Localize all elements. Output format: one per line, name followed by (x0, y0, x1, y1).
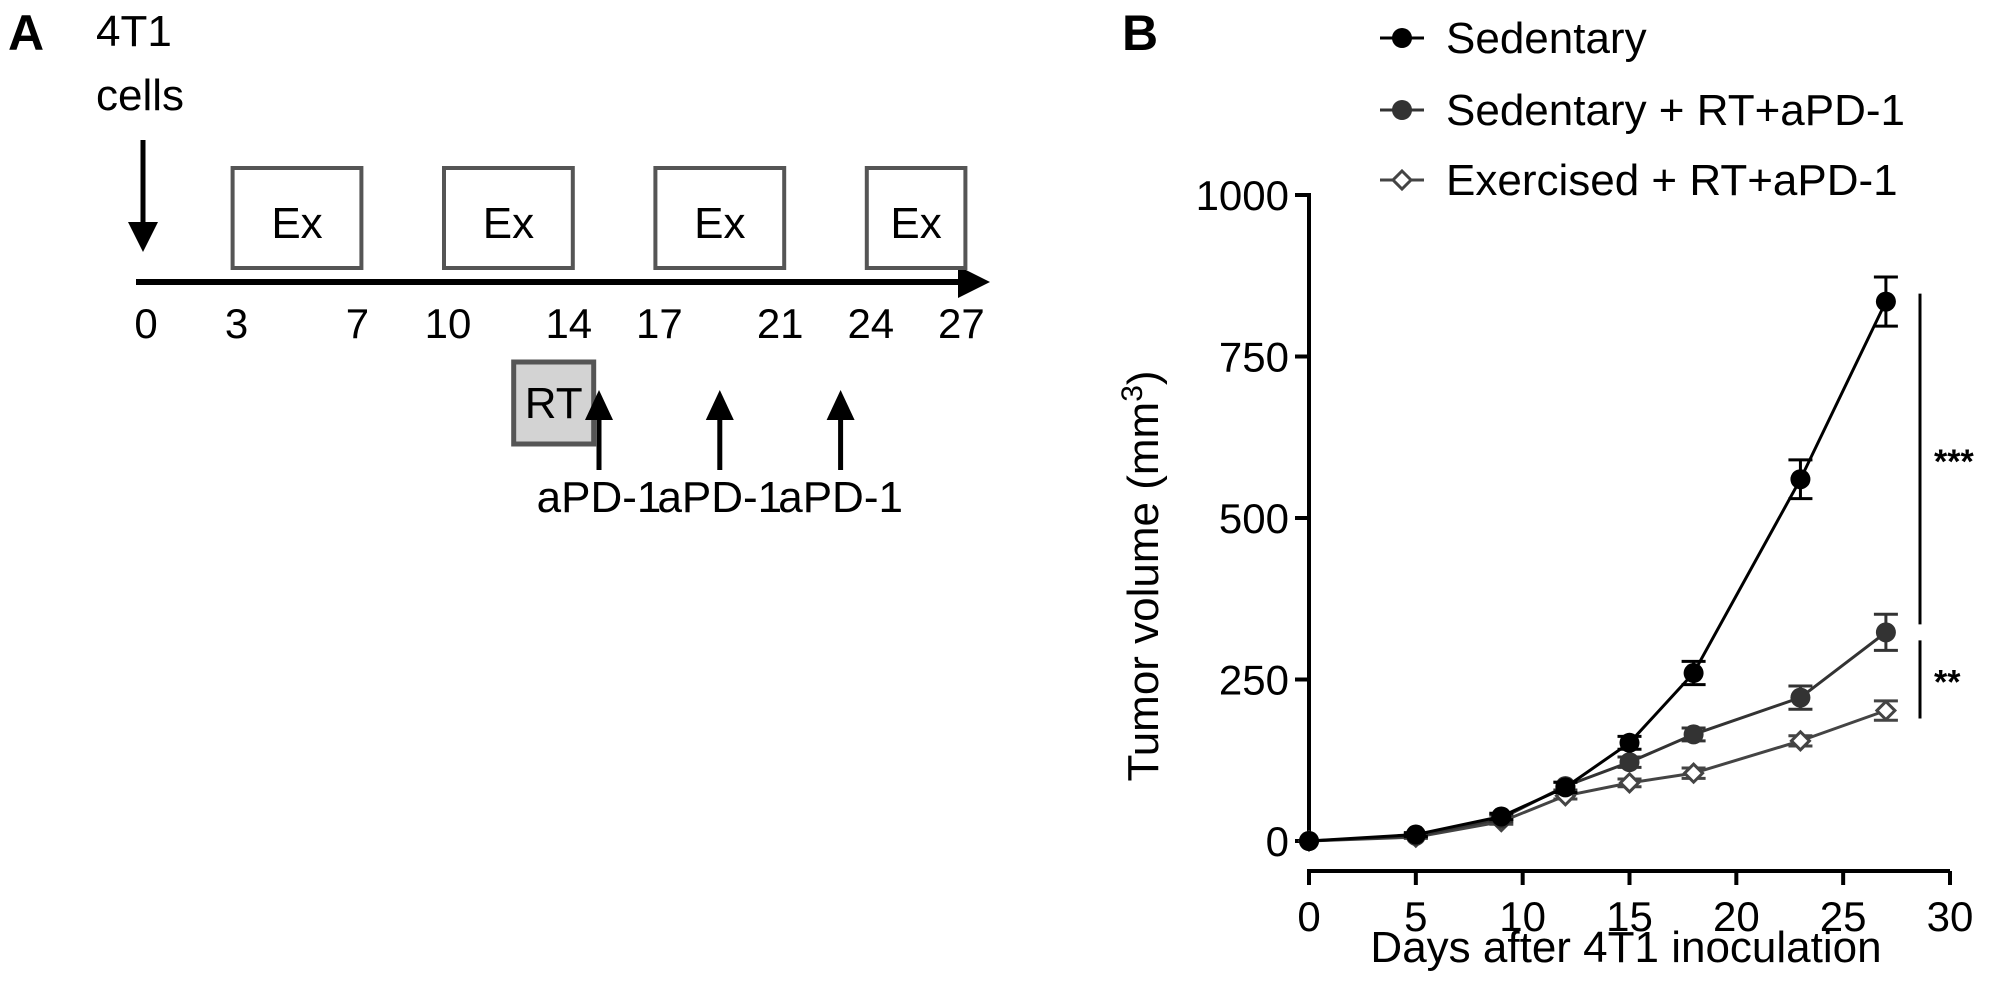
timeline-tick-label: 21 (757, 300, 804, 347)
data-point (1790, 687, 1811, 708)
series-line (1308, 709, 1887, 843)
data-point (1491, 806, 1512, 827)
y-tick-label: 750 (1219, 334, 1289, 381)
y-axis-title-main: Tumor volume (mm (1119, 402, 1168, 782)
x-tick-label: 5 (1404, 893, 1427, 940)
data-point (1790, 469, 1811, 490)
apd1-arrowhead (585, 390, 613, 420)
legend: Sedentary Sedentary + RT+aPD-1 Exercised +… (1380, 14, 1905, 205)
exercise-label: Ex (890, 199, 941, 248)
significance-brackets: ***** (1918, 293, 1974, 719)
timeline-tick-label: 27 (938, 300, 985, 347)
exercise-block (442, 166, 575, 270)
series-line (1308, 300, 1888, 843)
exercise-blocks: Ex Ex Ex Ex (230, 166, 968, 270)
data-point (1619, 752, 1640, 773)
data-point (1683, 663, 1704, 684)
data-point (1405, 824, 1426, 845)
exercise-label: Ex (694, 199, 745, 248)
timeline-tick-label: 7 (346, 300, 369, 347)
data-point (1619, 732, 1640, 753)
apd1-label: aPD-1 (537, 473, 662, 522)
panel-b: B Sedentary Sedentary + RT+aPD-1 Exercised… (1116, 5, 1974, 972)
series-1 (1299, 612, 1898, 851)
panel-b-label: B (1122, 5, 1158, 61)
rt-label: RT (525, 379, 583, 428)
data-point (1874, 699, 1898, 722)
x-tick-label: 25 (1820, 893, 1867, 940)
apd1-arrowhead (826, 390, 855, 420)
x-tick-label: 0 (1297, 893, 1320, 940)
data-point (1392, 100, 1412, 120)
x-ticks: 0 5 10 15 20 25 30 (1297, 871, 1973, 940)
apd1-arrowhead (705, 390, 734, 420)
y-tick-label: 0 (1266, 818, 1289, 865)
x-axis-title: Days after 4T1 inoculation (1370, 923, 1881, 972)
data-point (1875, 622, 1896, 643)
exercise-label: Ex (271, 199, 322, 248)
significance-label: *** (1934, 443, 1974, 481)
x-tick-label: 20 (1713, 893, 1760, 940)
significance-label: ** (1934, 663, 1961, 701)
timeline-tick-label: 24 (847, 300, 894, 347)
data-point (1390, 168, 1414, 192)
y-axis-title-close: ) (1119, 370, 1168, 385)
data-point (1682, 762, 1705, 785)
exercise-label: Ex (483, 199, 534, 248)
data-point (1299, 831, 1319, 851)
x-tick-label: 15 (1606, 893, 1653, 940)
y-tick-label: 1000 (1196, 172, 1289, 219)
legend-label: Sedentary (1446, 14, 1647, 63)
cells-label-line1: 4T1 (96, 7, 172, 56)
data-point (1789, 729, 1812, 752)
data-point (1875, 291, 1896, 312)
plot-area (1297, 275, 1898, 853)
data-point (1392, 28, 1412, 48)
x-tick-label: 30 (1927, 893, 1974, 940)
injection-arrowhead (128, 222, 158, 252)
y-tick-label: 500 (1219, 495, 1289, 542)
exercise-block (653, 166, 787, 270)
series-0 (1299, 275, 1898, 851)
panel-a-label: A (8, 5, 44, 61)
timeline-ticks: 0 3 7 10 14 17 21 24 27 (134, 300, 984, 347)
apd1-label: aPD-1 (657, 473, 782, 522)
y-ticks: 0 250 500 750 1000 (1196, 172, 1309, 865)
timeline-tick-label: 17 (636, 300, 683, 347)
legend-label: Sedentary + RT+aPD-1 (1446, 86, 1905, 135)
y-axis-title: Tumor volume (mm3) (1116, 370, 1168, 781)
timeline-tick-label: 10 (425, 300, 472, 347)
timeline-tick-label: 0 (134, 300, 157, 347)
apd1-label: aPD-1 (778, 473, 903, 522)
y-axis-title-superscript: 3 (1116, 385, 1149, 402)
exercise-block (230, 166, 364, 270)
series-2 (1297, 699, 1898, 853)
data-point (1555, 777, 1576, 798)
timeline-arrowhead (958, 266, 990, 298)
data-point (1683, 724, 1704, 745)
data-point (1618, 771, 1641, 794)
legend-label: Exercised + RT+aPD-1 (1446, 156, 1898, 205)
y-tick-label: 250 (1219, 657, 1289, 704)
x-tick-label: 10 (1499, 893, 1546, 940)
panel-a: A 4T1 cells Ex Ex Ex Ex 0 3 7 10 14 17 21 24 27 RT … (8, 5, 990, 522)
timeline-tick-label: 3 (225, 300, 248, 347)
cells-label-line2: cells (96, 71, 184, 120)
timeline-tick-label: 14 (545, 300, 592, 347)
exercise-block (864, 166, 968, 270)
